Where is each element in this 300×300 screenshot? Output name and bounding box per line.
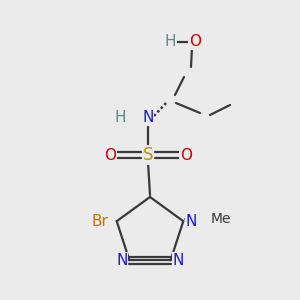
Text: S: S <box>143 146 153 164</box>
Text: N: N <box>172 253 184 268</box>
Text: Br: Br <box>92 214 109 229</box>
Text: N: N <box>116 253 128 268</box>
Text: H: H <box>114 110 126 125</box>
Text: O: O <box>180 148 192 163</box>
Text: N: N <box>142 110 154 125</box>
Text: Me: Me <box>210 212 231 226</box>
Text: O: O <box>104 148 116 163</box>
Text: O: O <box>189 34 201 50</box>
Text: N: N <box>185 214 197 229</box>
Text: H: H <box>164 34 176 50</box>
